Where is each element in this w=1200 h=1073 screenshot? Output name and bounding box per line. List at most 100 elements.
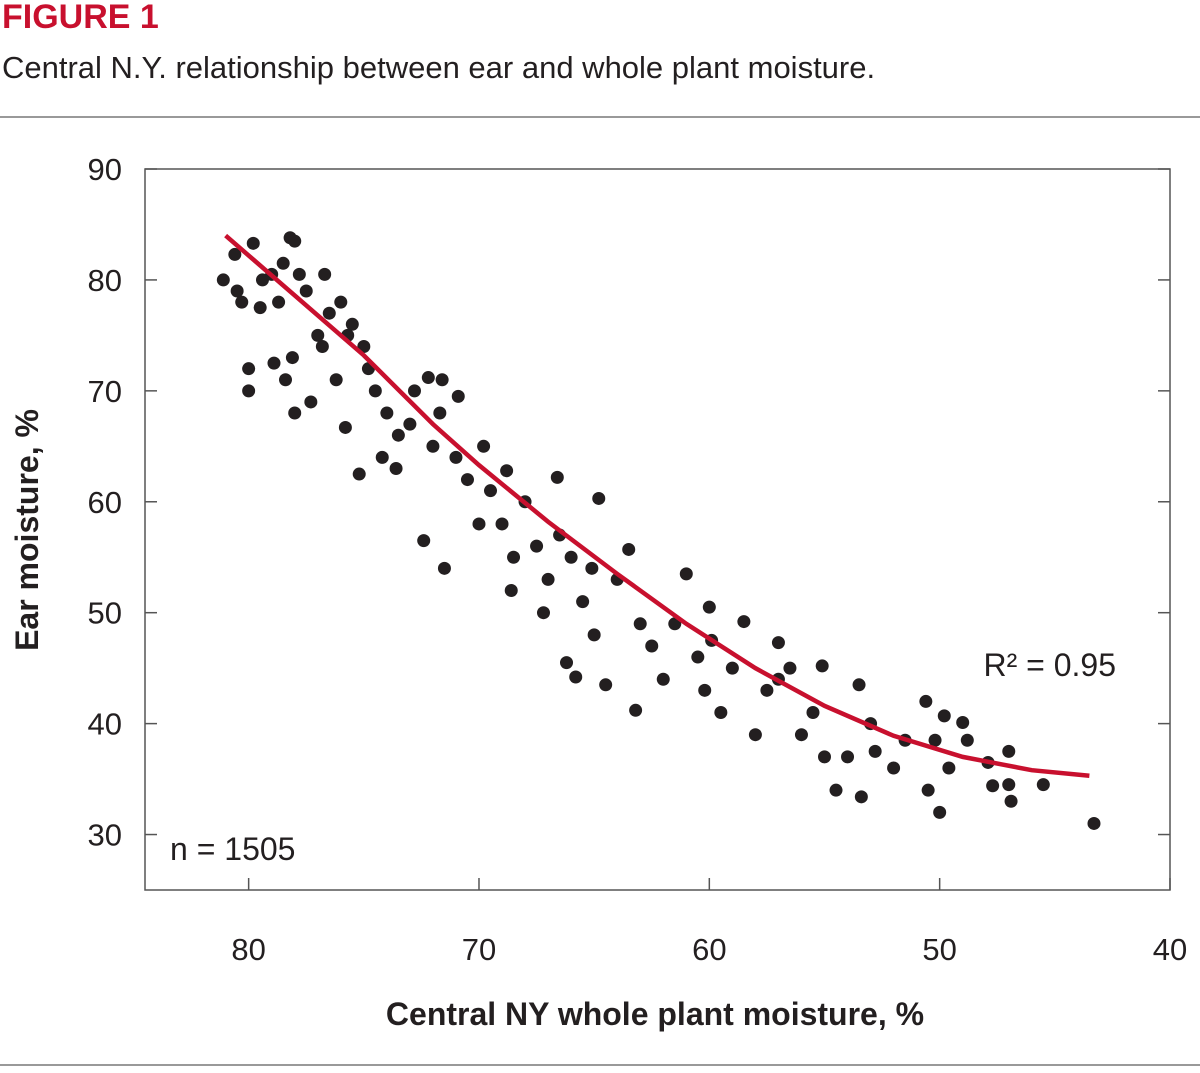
scatter-point: [629, 703, 643, 717]
scatter-point: [760, 683, 774, 697]
scatter-point: [737, 615, 751, 629]
scatter-point: [679, 567, 693, 581]
scatter-point: [407, 384, 421, 398]
scatter-point: [322, 306, 336, 320]
scatter-point: [748, 728, 762, 742]
x-tick-label: 40: [1153, 932, 1187, 967]
scatter-point: [714, 706, 728, 720]
scatter-point: [380, 406, 394, 420]
trend-line: [224, 233, 1090, 778]
scatter-point: [564, 550, 578, 564]
scatter-point: [536, 606, 550, 620]
scatter-point: [375, 450, 389, 464]
scatter-point: [550, 470, 564, 484]
scatter-point: [1004, 794, 1018, 808]
scatter-point: [921, 783, 935, 797]
scatter-point: [868, 744, 882, 758]
scatter-point: [338, 420, 352, 434]
scatter-point: [633, 617, 647, 631]
x-tick-label: 80: [231, 932, 265, 967]
scatter-point: [691, 650, 705, 664]
y-tick-label: 30: [88, 818, 122, 853]
scatter-point: [276, 256, 290, 270]
scatter-point: [702, 600, 716, 614]
scatter-point: [285, 351, 299, 365]
scatter-point: [937, 709, 951, 723]
scatter-point: [433, 406, 447, 420]
scatter-point: [484, 484, 498, 498]
scatter-point: [495, 517, 509, 531]
scatter-point: [246, 236, 260, 250]
scatter-point: [460, 473, 474, 487]
scatter-point: [841, 750, 855, 764]
scatter-point: [622, 542, 636, 556]
scatter-point: [806, 706, 820, 720]
scatter-point: [645, 639, 659, 653]
y-tick-label: 50: [88, 596, 122, 631]
y-tick-label: 40: [88, 707, 122, 742]
r-squared: R² = 0.95: [983, 647, 1116, 683]
x-axis-label: Central NY whole plant moisture, %: [386, 996, 924, 1032]
scatter-point: [292, 267, 306, 281]
scatter-point: [771, 636, 785, 650]
scatter-point: [1036, 778, 1050, 792]
scatter-point: [592, 491, 606, 505]
scatter-point: [329, 373, 343, 387]
scatter-point: [288, 234, 302, 248]
scatter-point: [242, 384, 256, 398]
x-tick-label: 50: [922, 932, 956, 967]
scatter-point: [928, 733, 942, 747]
scatter-point: [389, 461, 403, 475]
scatter-point: [318, 267, 332, 281]
y-axis-label: Ear moisture, %: [9, 409, 45, 651]
scatter-point: [817, 750, 831, 764]
scatter-point: [352, 467, 366, 481]
scatter-point: [576, 595, 590, 609]
scatter-point: [500, 464, 514, 478]
scatter-point: [725, 661, 739, 675]
scatter-point: [656, 672, 670, 686]
scatter-point: [334, 295, 348, 309]
plot-frame: [144, 168, 1171, 891]
scatter-point: [933, 805, 947, 819]
scatter-point: [315, 339, 329, 353]
y-tick-label: 60: [88, 485, 122, 520]
scatter-point: [585, 561, 599, 575]
scatter-point: [783, 661, 797, 675]
scatter-point: [960, 733, 974, 747]
scatter-point: [228, 247, 242, 261]
scatter-point: [942, 761, 956, 775]
scatter-point: [829, 783, 843, 797]
scatter-point: [599, 678, 613, 692]
scatter-point: [279, 373, 293, 387]
scatter-point: [1002, 778, 1016, 792]
scatter-point: [426, 439, 440, 453]
scatter-point: [956, 716, 970, 730]
scatter-point: [451, 389, 465, 403]
scatter-point: [560, 656, 574, 670]
scatter-point: [417, 534, 431, 548]
scatter-point: [854, 790, 868, 804]
scatter-point: [472, 517, 486, 531]
scatter-point: [421, 371, 435, 385]
scatter-point: [504, 584, 518, 598]
scatter-point: [368, 384, 382, 398]
scatter-point: [345, 317, 359, 331]
scatter-point: [1087, 816, 1101, 830]
scatter-point: [587, 628, 601, 642]
scatter-point: [477, 439, 491, 453]
scatter-point: [242, 362, 256, 376]
sample-size: n = 1505: [170, 831, 295, 867]
scatter-point: [391, 428, 405, 442]
scatter-point: [794, 728, 808, 742]
x-tick-label: 60: [692, 932, 726, 967]
scatter-point: [230, 284, 244, 298]
scatter-point: [507, 550, 521, 564]
scatter-point: [815, 659, 829, 673]
scatter-point: [541, 572, 555, 586]
scatter-point: [216, 273, 230, 287]
scatter-point: [272, 295, 286, 309]
scatter-point: [986, 779, 1000, 793]
scatter-point: [449, 450, 463, 464]
